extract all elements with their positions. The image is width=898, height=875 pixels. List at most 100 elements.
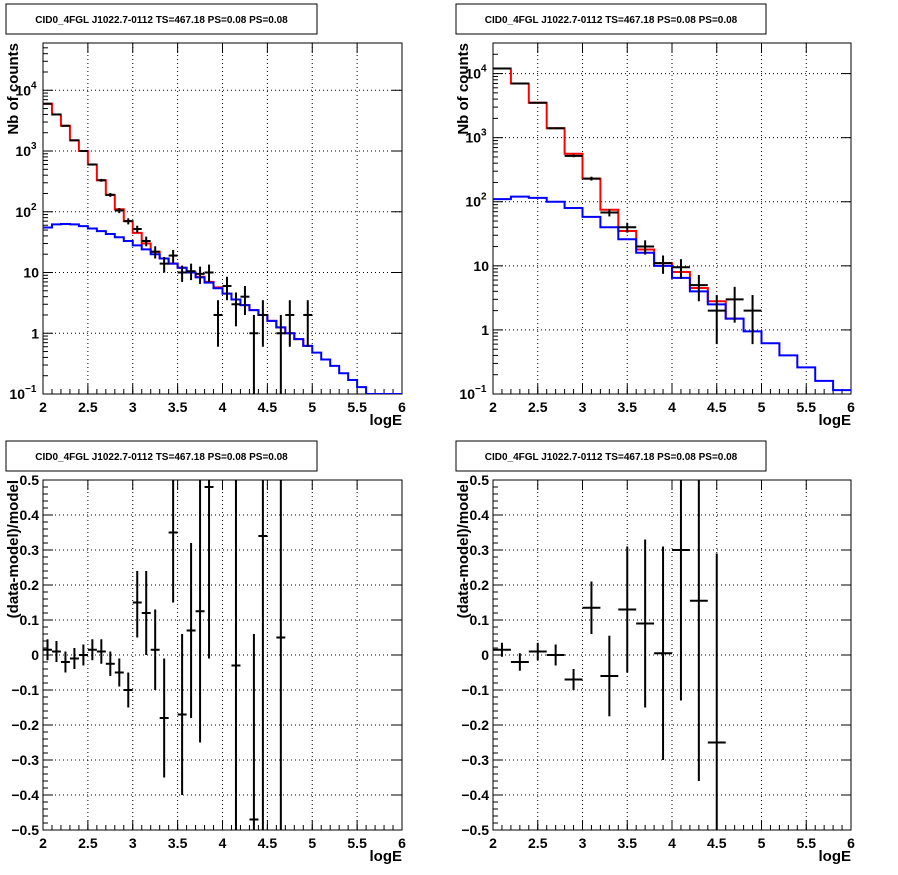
data-point bbox=[204, 480, 214, 659]
y-tick-label: −0.4 bbox=[461, 787, 489, 803]
y-tick-exponent: 4 bbox=[31, 80, 37, 91]
x-tick-label: 3 bbox=[579, 399, 587, 415]
chart-title: CID0_4FGL J1022.7-0112 TS=467.18 PS=0.08… bbox=[485, 452, 738, 463]
data-point bbox=[60, 651, 70, 673]
x-axis-title: logE bbox=[819, 412, 852, 429]
y-tick-label: −0.1 bbox=[461, 682, 489, 698]
data-point bbox=[132, 225, 142, 233]
data-point bbox=[707, 553, 726, 830]
y-tick-exponent: −1 bbox=[25, 384, 37, 395]
y-tick-label: 10 bbox=[15, 143, 31, 159]
data-point bbox=[564, 669, 583, 690]
y-tick-label: 0.4 bbox=[470, 507, 490, 523]
data-point bbox=[204, 264, 214, 282]
x-tick-label: 3 bbox=[579, 835, 587, 851]
data-point bbox=[87, 163, 97, 166]
data-point bbox=[240, 285, 250, 315]
y-tick-label: 10 bbox=[15, 82, 31, 98]
y-tick-label: 10 bbox=[465, 194, 481, 210]
data-point bbox=[78, 150, 88, 153]
y-tick-exponent: 3 bbox=[481, 128, 487, 139]
x-tick-label: 5 bbox=[758, 835, 766, 851]
data-point bbox=[195, 266, 205, 284]
y-tick-label: 10 bbox=[23, 265, 39, 281]
data-point bbox=[186, 263, 196, 281]
x-tick-label: 6 bbox=[847, 835, 855, 851]
data-point bbox=[618, 546, 637, 673]
y-tick-label: −0.3 bbox=[461, 752, 489, 768]
x-tick-label: 2 bbox=[39, 835, 47, 851]
data-point bbox=[60, 124, 70, 127]
data-point bbox=[493, 67, 511, 70]
data-point bbox=[105, 651, 115, 676]
y-tick-label: 0.3 bbox=[20, 542, 40, 558]
data-point bbox=[43, 639, 52, 661]
data-point bbox=[510, 653, 529, 671]
data-point bbox=[582, 581, 601, 634]
y-tick-label: −0.4 bbox=[11, 787, 39, 803]
y-tick-label: −0.5 bbox=[11, 822, 39, 838]
data-point bbox=[654, 546, 672, 760]
title-box bbox=[455, 3, 767, 35]
x-tick-label: 4.5 bbox=[258, 399, 278, 415]
x-tick-label: 4 bbox=[219, 399, 227, 415]
plot-area bbox=[43, 102, 402, 394]
y-tick-label: 1 bbox=[481, 322, 489, 338]
title-box bbox=[455, 440, 767, 472]
y-tick-label: −0.3 bbox=[11, 752, 39, 768]
data-point bbox=[150, 246, 160, 259]
x-tick-label: 2.5 bbox=[78, 399, 98, 415]
y-tick-exponent: 2 bbox=[31, 202, 37, 213]
data-point bbox=[600, 635, 619, 717]
data-point bbox=[96, 639, 106, 664]
x-axis-title: logE bbox=[370, 848, 403, 865]
x-tick-label: 3.5 bbox=[618, 835, 638, 851]
x-tick-label: 2 bbox=[489, 835, 497, 851]
data-point bbox=[132, 571, 142, 638]
x-axis-title: logE bbox=[370, 412, 403, 429]
x-tick-label: 6 bbox=[398, 835, 406, 851]
data-point bbox=[141, 571, 151, 655]
data-point bbox=[672, 480, 690, 701]
x-tick-label: 3 bbox=[129, 399, 137, 415]
data-point bbox=[168, 249, 178, 263]
data-point bbox=[303, 300, 313, 347]
x-tick-label: 4 bbox=[668, 835, 676, 851]
data-point bbox=[69, 648, 79, 669]
x-tick-label: 4 bbox=[668, 399, 676, 415]
y-tick-label: 0.3 bbox=[470, 542, 490, 558]
panel-residuals-left: 2 2.5 3 3.5 4 4.5 5 5.5 6 −0.5 −0.4 −0.3 −0.2 −0.1 0 0.… bbox=[5, 440, 406, 865]
data-point bbox=[582, 176, 601, 181]
y-tick-label: −0.1 bbox=[11, 682, 39, 698]
data-point bbox=[231, 480, 241, 830]
data-point bbox=[78, 644, 88, 666]
data-point bbox=[150, 609, 160, 690]
data-point bbox=[546, 644, 565, 666]
plot-area bbox=[43, 480, 286, 830]
x-tick-label: 4.5 bbox=[707, 835, 727, 851]
data-point bbox=[96, 178, 106, 182]
data-point bbox=[222, 276, 232, 301]
data-point bbox=[123, 218, 133, 225]
x-tick-label: 3.5 bbox=[168, 835, 188, 851]
component-model-line bbox=[493, 195, 851, 392]
chart-title: CID0_4FGL J1022.7-0112 TS=467.18 PS=0.08… bbox=[35, 452, 288, 463]
x-tick-label: 4.5 bbox=[258, 835, 278, 851]
y-tick-exponent: 4 bbox=[481, 64, 487, 75]
data-point bbox=[51, 641, 61, 662]
x-tick-label: 3 bbox=[129, 835, 137, 851]
y-tick-exponent: 2 bbox=[481, 192, 487, 203]
data-point bbox=[249, 314, 259, 394]
data-point bbox=[528, 101, 547, 104]
component-model-line bbox=[43, 222, 402, 394]
data-point bbox=[528, 642, 547, 661]
x-tick-label: 6 bbox=[398, 399, 406, 415]
x-tick-label: 6 bbox=[847, 399, 855, 415]
data-point bbox=[276, 480, 286, 830]
total-model-line bbox=[43, 102, 313, 347]
plot-area bbox=[493, 67, 851, 392]
y-tick-label: 0.2 bbox=[20, 577, 40, 593]
y-tick-label: 10 bbox=[465, 66, 481, 82]
data-point bbox=[546, 127, 565, 130]
